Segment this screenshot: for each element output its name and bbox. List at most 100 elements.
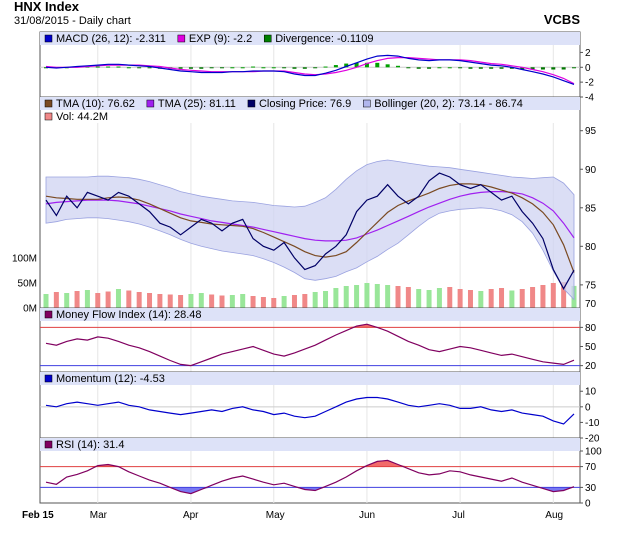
legend: MACD (26, 12): -2.311 EXP (9): -2.2 Diverg… — [40, 32, 580, 45]
divergence-bar — [344, 63, 349, 68]
volume-bar — [291, 295, 297, 308]
y-tick-label: -10 — [585, 418, 600, 429]
volume-bar — [385, 285, 391, 308]
legend-band — [40, 32, 580, 45]
volume-bar — [457, 289, 463, 308]
lavender-square-icon — [363, 99, 371, 108]
green-square-icon — [263, 34, 272, 43]
volume-bar — [374, 284, 380, 308]
volume-tick-label: 50M — [18, 279, 37, 290]
volume-bar — [550, 283, 556, 308]
divergence-bar — [427, 67, 432, 69]
volume-tick-label: 100M — [12, 254, 37, 265]
volume-bar — [198, 293, 204, 308]
brand-label: VCBS — [544, 12, 580, 27]
x-tick-label: Apr — [183, 510, 199, 521]
legend-entry: Money Flow Index (14): 28.48 — [56, 309, 202, 321]
divergence-bar — [333, 65, 338, 68]
divergence-bar — [354, 62, 359, 68]
brown-square-icon — [44, 99, 53, 108]
volume-bar — [84, 290, 90, 308]
y-tick-label: 10 — [585, 387, 597, 398]
y-tick-label: -20 — [585, 434, 600, 445]
y-tick-label: 2 — [585, 48, 591, 59]
y-tick-label: 70 — [585, 462, 597, 473]
divergence-bar — [282, 67, 287, 69]
legend-band — [40, 372, 580, 385]
divergence-bar — [364, 62, 369, 68]
legend-entry: Bollinger (20, 2): 73.14 - 86.74 — [374, 98, 523, 110]
legend-entry: Momentum (12): -4.53 — [56, 373, 165, 385]
y-tick-label: 100 — [585, 447, 602, 458]
divergence-bar — [406, 67, 411, 69]
divergence-bar — [489, 67, 494, 69]
y-tick-label: 0 — [585, 402, 591, 413]
indicator-line — [45, 396, 575, 425]
divergence-bar — [137, 67, 142, 69]
maroon-square-icon — [44, 310, 53, 319]
divergence-bar — [396, 65, 400, 68]
divergence-bar — [292, 67, 297, 69]
divergence-bar — [261, 67, 266, 69]
y-tick-label: -2 — [585, 78, 594, 89]
chart-panels: MACD (26, 12): -2.311 EXP (9): -2.2 Diverg… — [12, 31, 602, 521]
divergence-bar — [520, 67, 525, 70]
x-tick-label: Aug — [545, 510, 563, 521]
volume-bar — [240, 294, 246, 308]
volume-bar — [364, 283, 370, 308]
magenta-square-icon — [177, 34, 186, 43]
volume-bar — [157, 294, 163, 308]
volume-bar — [395, 286, 401, 308]
volume-bar — [333, 288, 339, 308]
volume-bar — [115, 289, 121, 308]
divergence-bar — [416, 67, 421, 69]
legend: TMA (10): 76.62 TMA (25): 81.11 Closing Pr… — [40, 97, 580, 110]
y-tick-label: 90 — [585, 165, 597, 176]
volume-bar — [447, 287, 453, 308]
legend-entry: Closing Price: 76.9 — [259, 98, 351, 110]
legend-entry: RSI (14): 31.4 — [56, 439, 124, 451]
volume-bar — [405, 287, 411, 308]
legend-band — [40, 308, 580, 321]
chart-title: HNX Index — [14, 0, 80, 14]
divergence-bar — [178, 67, 183, 69]
blue-square-icon — [44, 34, 53, 43]
x-tick-label: Feb 15 — [22, 510, 54, 521]
divergence-bar — [188, 67, 193, 69]
y-tick-label: 0 — [585, 499, 591, 510]
volume-bar — [250, 296, 256, 308]
divergence-bar — [572, 67, 576, 69]
volume-bar — [105, 291, 111, 308]
volume-bar — [209, 294, 215, 308]
legend-entry: MACD (26, 12): -2.311 — [56, 33, 166, 45]
divergence-bar — [437, 67, 442, 69]
volume-bar — [136, 292, 142, 308]
volume-bar — [53, 292, 59, 308]
y-tick-label: 30 — [585, 483, 597, 494]
divergence-bar — [447, 67, 452, 69]
divergence-bar — [106, 66, 111, 68]
divergence-bar — [147, 67, 152, 69]
volume-bar — [302, 294, 308, 308]
divergence-bar — [313, 67, 318, 69]
divergence-bar — [468, 67, 473, 69]
divergence-bar — [458, 67, 463, 69]
divergence-bar — [509, 67, 514, 69]
volume-bar — [43, 294, 49, 308]
x-tick-label: Mar — [90, 510, 108, 521]
y-tick-label: 20 — [585, 361, 597, 372]
legend-entry: Divergence: -0.1109 — [275, 33, 373, 45]
volume-bar — [488, 289, 494, 308]
volume-bar — [509, 290, 515, 308]
volume-bar — [467, 290, 473, 308]
legend-entry: TMA (25): 81.11 — [158, 98, 236, 110]
divergence-bar — [240, 67, 245, 69]
volume-bar — [426, 290, 432, 308]
tma10-line — [45, 183, 575, 273]
divergence-bar — [478, 67, 483, 69]
volume-bar — [167, 294, 173, 308]
divergence-bar — [302, 67, 307, 69]
legend: Momentum (12): -4.53 — [40, 372, 580, 385]
x-tick-label: Jul — [452, 510, 465, 521]
chart-subtitle: 31/08/2015 - Daily chart — [14, 15, 131, 27]
